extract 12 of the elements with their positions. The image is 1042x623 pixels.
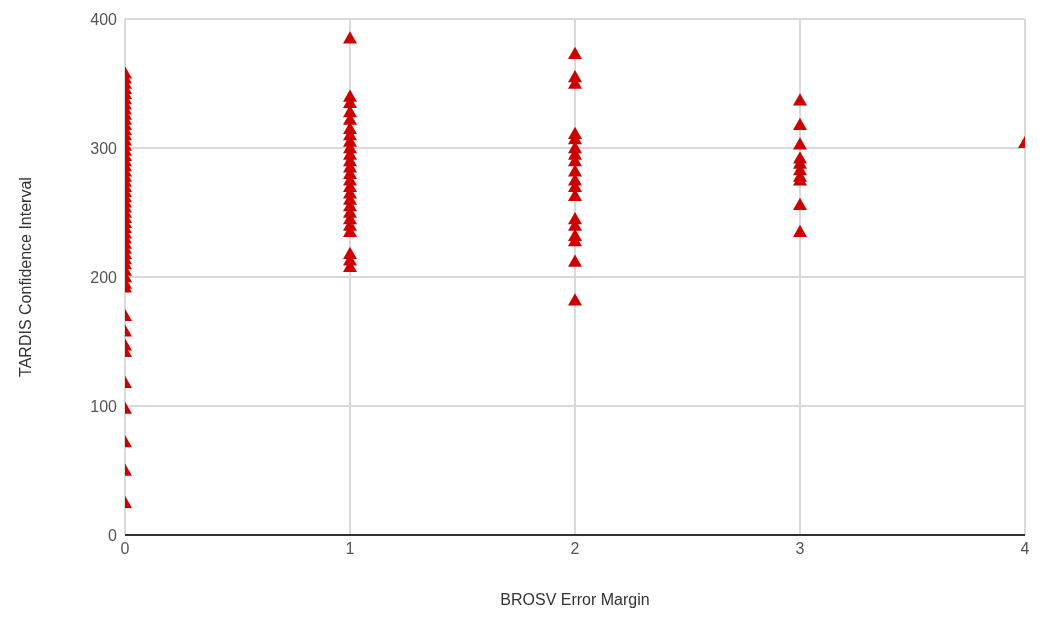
y-tick-label: 400: [90, 10, 118, 28]
y-tick-label: 100: [90, 397, 118, 415]
x-tick-label: 1: [345, 540, 355, 558]
x-axis-title: BROSV Error Margin: [500, 591, 650, 608]
x-tick-label: 0: [120, 540, 130, 558]
y-axis-title: TARDIS Confidence Interval: [16, 177, 34, 377]
y-tick-label: 300: [90, 139, 118, 157]
x-tick-label: 3: [795, 540, 805, 558]
x-tick-label: 4: [1020, 540, 1030, 558]
y-tick-label: 0: [108, 526, 118, 544]
x-tick-label: 2: [570, 540, 580, 558]
y-tick-label: 200: [90, 268, 118, 286]
